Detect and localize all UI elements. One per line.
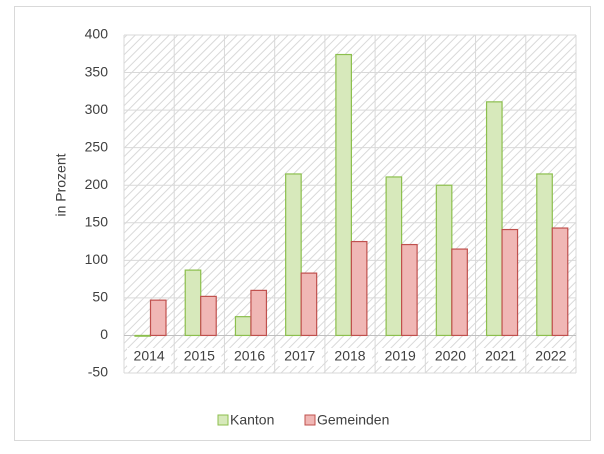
bar xyxy=(501,228,519,337)
y-tick-label: -50 xyxy=(88,364,108,380)
bar xyxy=(234,316,252,337)
tick-label-bg xyxy=(277,348,322,366)
tick-label-bg xyxy=(227,348,272,366)
bar xyxy=(134,334,152,337)
bar xyxy=(149,299,167,337)
bar xyxy=(200,295,217,337)
x-tick-label: 2021 xyxy=(485,348,516,364)
bar xyxy=(551,227,569,337)
bar xyxy=(451,248,468,337)
x-tick-label: 2017 xyxy=(284,348,315,364)
legend-swatch xyxy=(217,414,229,426)
bar xyxy=(435,184,453,337)
bar xyxy=(385,176,403,337)
bar xyxy=(285,173,302,337)
x-tick-label: 2022 xyxy=(535,348,566,364)
tick-label-bg xyxy=(378,348,423,366)
tick-label-bg xyxy=(528,348,573,366)
y-tick-label: 200 xyxy=(85,176,109,192)
y-axis-label: in Prozent xyxy=(53,153,69,216)
bar xyxy=(250,289,268,337)
tick-label-bg xyxy=(127,348,172,366)
tick-label-bg xyxy=(177,348,222,366)
tick-label-bg xyxy=(327,348,373,366)
x-tick-label: 2015 xyxy=(184,348,215,364)
y-tick-label: 150 xyxy=(85,213,109,229)
bar xyxy=(485,101,503,337)
y-tick-label: 100 xyxy=(85,251,109,267)
x-tick-label: 2020 xyxy=(435,348,466,364)
bar xyxy=(184,269,202,337)
bar xyxy=(401,243,418,337)
tick-label-bg xyxy=(478,348,523,366)
bar xyxy=(300,272,318,337)
legend-label: Kanton xyxy=(230,412,274,428)
x-tick-label: 2018 xyxy=(334,348,365,364)
bar xyxy=(536,173,553,337)
x-tick-label: 2019 xyxy=(385,348,416,364)
y-tick-label: 400 xyxy=(85,26,109,42)
bar xyxy=(335,53,352,337)
bar xyxy=(350,240,368,337)
y-tick-label: 0 xyxy=(100,326,108,342)
y-tick-label: 300 xyxy=(85,101,109,117)
y-tick-label: 50 xyxy=(92,289,108,305)
legend-label: Gemeinden xyxy=(317,412,389,428)
legend-swatch xyxy=(304,414,316,426)
y-tick-label: 350 xyxy=(85,63,109,79)
tick-label-bg xyxy=(428,348,473,366)
y-tick-label: 250 xyxy=(85,138,109,154)
x-tick-label: 2014 xyxy=(134,348,165,364)
x-tick-label: 2016 xyxy=(234,348,265,364)
